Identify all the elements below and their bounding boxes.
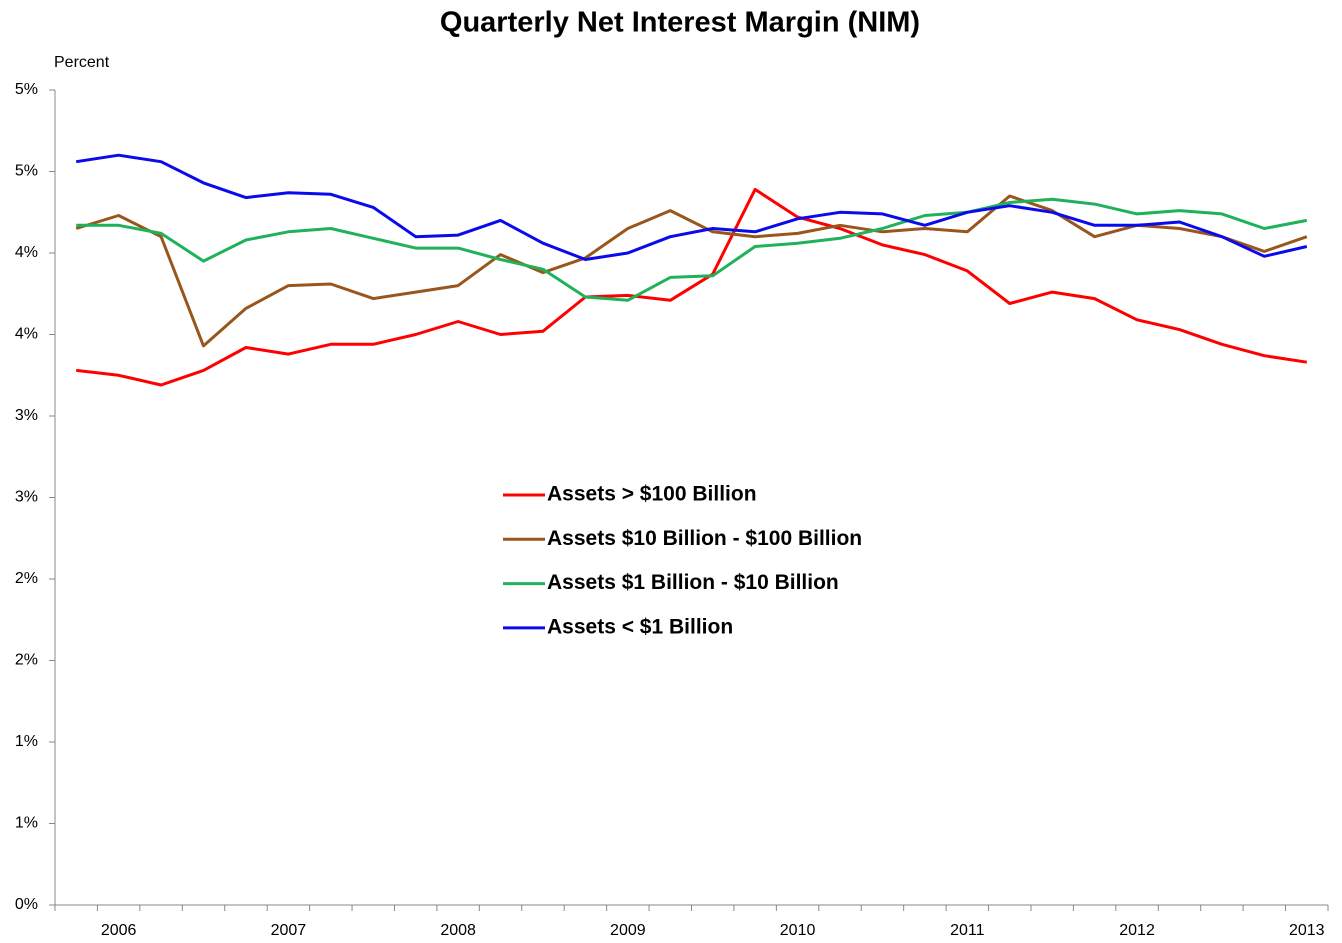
y-tick-label: 3% — [15, 407, 38, 424]
y-tick-label: 2% — [15, 570, 38, 587]
y-tick-label: 5% — [15, 81, 38, 98]
series-line — [75, 194, 1308, 348]
legend-text: Assets < $1 Billion — [547, 615, 733, 638]
series-line — [76, 197, 1308, 302]
legend-text: Assets $10 Billion - $100 Billion — [547, 527, 862, 550]
x-tick-label: 2007 — [271, 922, 307, 939]
y-tick-label: 3% — [15, 489, 38, 506]
x-tick-label: 2012 — [1119, 922, 1155, 939]
y-tick-label: 4% — [15, 244, 38, 261]
series-line — [75, 153, 1308, 261]
x-tick-label: 2008 — [440, 922, 476, 939]
legend-text: Assets $1 Billion - $10 Billion — [547, 571, 839, 594]
x-tick-label: 2013 — [1289, 922, 1325, 939]
series-line — [76, 187, 1308, 387]
legend-text: Assets > $100 Billion — [547, 483, 757, 506]
chart-title: Quarterly Net Interest Margin (NIM) — [440, 7, 920, 39]
y-tick-label: 0% — [15, 896, 38, 913]
x-tick-label: 2010 — [780, 922, 816, 939]
y-tick-label: 1% — [15, 733, 38, 750]
y-tick-label: 1% — [15, 815, 38, 832]
x-tick-label: 2011 — [950, 922, 985, 939]
x-tick-label: 2006 — [101, 922, 137, 939]
y-tick-label: 2% — [15, 652, 38, 669]
x-tick-label: 2009 — [610, 922, 646, 939]
y-axis-label: Percent — [54, 54, 110, 71]
y-tick-label: 4% — [15, 326, 38, 343]
y-tick-label: 5% — [15, 163, 38, 180]
